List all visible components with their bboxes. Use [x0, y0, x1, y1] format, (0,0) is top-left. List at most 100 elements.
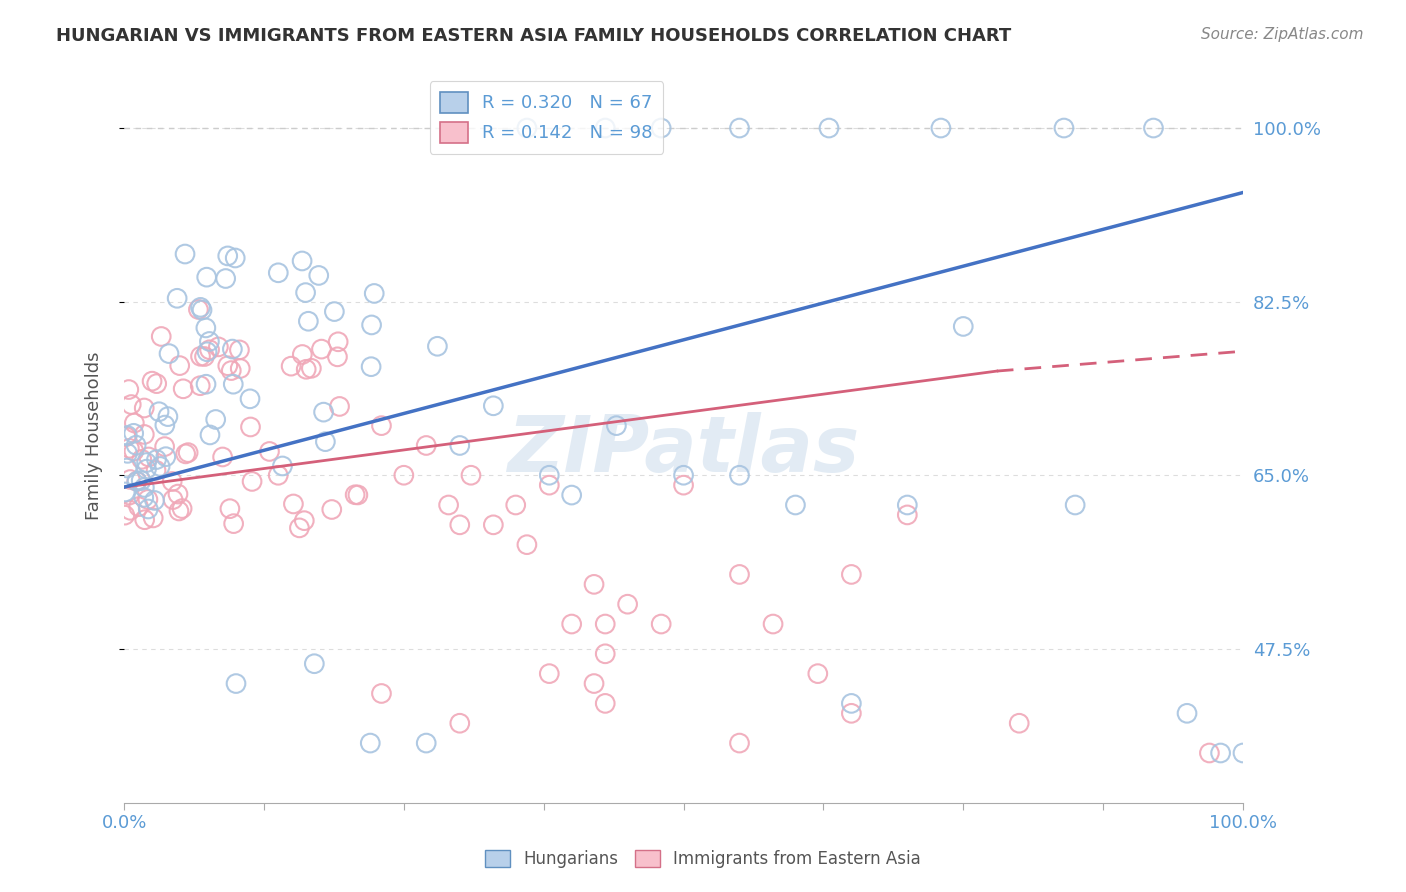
- Point: [426, 339, 449, 353]
- Point: [267, 468, 290, 483]
- Point: [135, 456, 157, 470]
- Point: [326, 350, 349, 364]
- Point: [136, 492, 159, 507]
- Point: [162, 492, 184, 507]
- Point: [156, 409, 179, 424]
- Point: [672, 478, 695, 492]
- Point: [194, 321, 217, 335]
- Text: Source: ZipAtlas.com: Source: ZipAtlas.com: [1201, 27, 1364, 42]
- Point: [1053, 121, 1076, 136]
- Point: [115, 430, 138, 444]
- Point: [650, 121, 672, 136]
- Point: [143, 493, 166, 508]
- Point: [145, 376, 167, 391]
- Point: [128, 500, 150, 514]
- Point: [505, 498, 527, 512]
- Point: [360, 359, 382, 374]
- Point: [219, 501, 242, 516]
- Point: [217, 359, 239, 373]
- Point: [174, 247, 197, 261]
- Point: [392, 468, 415, 483]
- Point: [134, 480, 156, 494]
- Point: [187, 302, 209, 317]
- Point: [190, 349, 212, 363]
- Point: [344, 488, 367, 502]
- Point: [167, 487, 190, 501]
- Point: [211, 450, 233, 464]
- Point: [169, 359, 191, 373]
- Point: [1064, 498, 1087, 512]
- Point: [134, 401, 156, 415]
- Point: [538, 468, 561, 483]
- Point: [762, 617, 785, 632]
- Point: [415, 736, 437, 750]
- Point: [198, 343, 221, 357]
- Point: [449, 517, 471, 532]
- Point: [222, 377, 245, 392]
- Point: [125, 438, 148, 452]
- Point: [1232, 746, 1254, 760]
- Point: [124, 416, 146, 430]
- Point: [138, 450, 160, 464]
- Point: [360, 318, 382, 332]
- Point: [271, 458, 294, 473]
- Point: [195, 377, 218, 392]
- Point: [177, 445, 200, 459]
- Point: [818, 121, 841, 136]
- Point: [1198, 746, 1220, 760]
- Point: [131, 452, 153, 467]
- Point: [561, 488, 583, 502]
- Point: [149, 459, 172, 474]
- Point: [129, 474, 152, 488]
- Point: [167, 504, 190, 518]
- Point: [785, 498, 807, 512]
- Point: [136, 502, 159, 516]
- Point: [172, 382, 194, 396]
- Point: [118, 442, 141, 456]
- Point: [166, 291, 188, 305]
- Point: [288, 521, 311, 535]
- Point: [605, 418, 627, 433]
- Point: [134, 513, 156, 527]
- Point: [460, 468, 482, 483]
- Point: [728, 736, 751, 750]
- Point: [1175, 706, 1198, 721]
- Point: [115, 461, 138, 475]
- Point: [225, 676, 247, 690]
- Point: [323, 304, 346, 318]
- Point: [193, 350, 215, 364]
- Point: [312, 405, 335, 419]
- Point: [347, 488, 370, 502]
- Point: [122, 426, 145, 441]
- Point: [328, 334, 350, 349]
- Point: [896, 508, 918, 522]
- Point: [807, 666, 830, 681]
- Point: [728, 468, 751, 483]
- Point: [672, 468, 695, 483]
- Point: [239, 392, 262, 406]
- Point: [593, 697, 616, 711]
- Point: [841, 706, 863, 721]
- Point: [259, 444, 281, 458]
- Point: [291, 254, 314, 268]
- Point: [359, 736, 381, 750]
- Point: [190, 301, 212, 315]
- Point: [449, 438, 471, 452]
- Point: [415, 438, 437, 452]
- Point: [1142, 121, 1164, 136]
- Point: [153, 418, 176, 433]
- Point: [650, 617, 672, 632]
- Point: [297, 314, 319, 328]
- Point: [952, 319, 974, 334]
- Point: [153, 440, 176, 454]
- Point: [538, 666, 561, 681]
- Point: [207, 340, 229, 354]
- Point: [283, 497, 305, 511]
- Point: [132, 491, 155, 505]
- Point: [583, 676, 606, 690]
- Point: [229, 361, 252, 376]
- Text: ZIPatlas: ZIPatlas: [508, 412, 859, 488]
- Point: [120, 503, 142, 517]
- Point: [221, 342, 243, 356]
- Point: [125, 475, 148, 489]
